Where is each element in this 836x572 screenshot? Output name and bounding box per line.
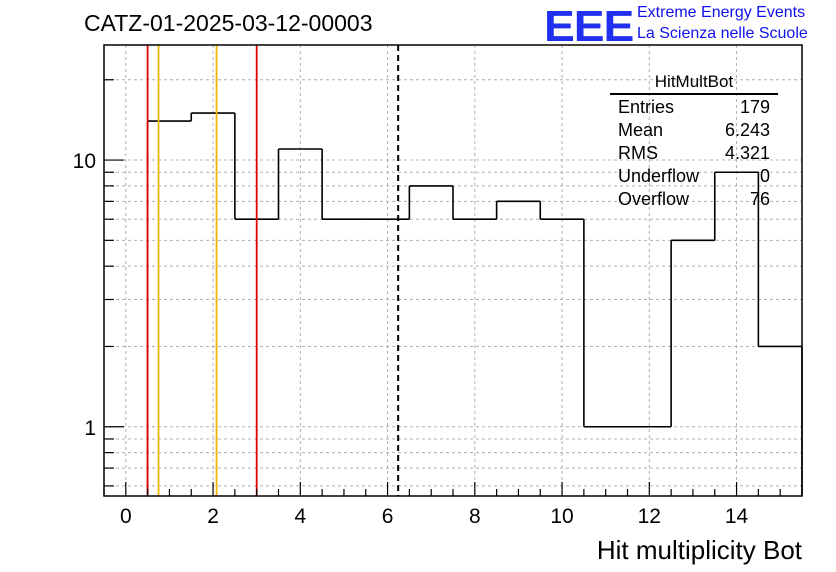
x-tick-label: 14 — [725, 505, 749, 528]
stats-value: 0 — [759, 166, 770, 186]
stats-title: HitMultBot — [610, 72, 778, 95]
stats-key: Mean — [618, 120, 664, 140]
x-axis-label: Hit multiplicity Bot — [596, 535, 802, 565]
x-tick-label: 12 — [638, 505, 661, 528]
axis-ticks — [103, 79, 803, 496]
stats-box: HitMultBot Entries 179 Mean 6.243 RMS 4.… — [610, 72, 778, 211]
stats-key: Overflow — [618, 189, 690, 209]
logo-subtitle-line1: Extreme Energy Events — [637, 4, 806, 21]
stats-value: 4.321 — [724, 143, 770, 163]
y-tick-label: 1 — [84, 417, 96, 440]
x-tick-label: 6 — [382, 505, 394, 528]
stats-row-entries: Entries 179 — [610, 96, 778, 119]
stats-key: Underflow — [618, 166, 700, 186]
logo-subtitle-line2: La Scienza nelle Scuole — [637, 25, 808, 42]
tick-labels: 0 2 4 6 8 10 12 14 1 10 — [73, 150, 749, 528]
stats-row-underflow: Underflow 0 — [610, 165, 778, 188]
marker-lines — [146, 45, 400, 496]
stats-row-rms: RMS 4.321 — [610, 142, 778, 165]
stats-key: Entries — [618, 97, 675, 117]
stats-value: 179 — [739, 97, 770, 117]
eee-logo: EEE — [544, 2, 634, 51]
stats-row-mean: Mean 6.243 — [610, 119, 778, 142]
stats-key: RMS — [618, 143, 658, 163]
x-tick-label: 2 — [207, 505, 219, 528]
x-tick-label: 0 — [120, 505, 132, 528]
grid-lines — [104, 45, 802, 496]
x-tick-label: 8 — [469, 505, 481, 528]
x-tick-label: 10 — [550, 505, 573, 528]
chart-title: CATZ-01-2025-03-12-00003 — [84, 10, 373, 36]
stats-row-overflow: Overflow 76 — [610, 188, 778, 211]
stats-value: 6.243 — [724, 120, 770, 140]
x-tick-label: 4 — [294, 505, 306, 528]
y-tick-label: 10 — [73, 150, 96, 173]
stats-value: 76 — [749, 189, 770, 209]
